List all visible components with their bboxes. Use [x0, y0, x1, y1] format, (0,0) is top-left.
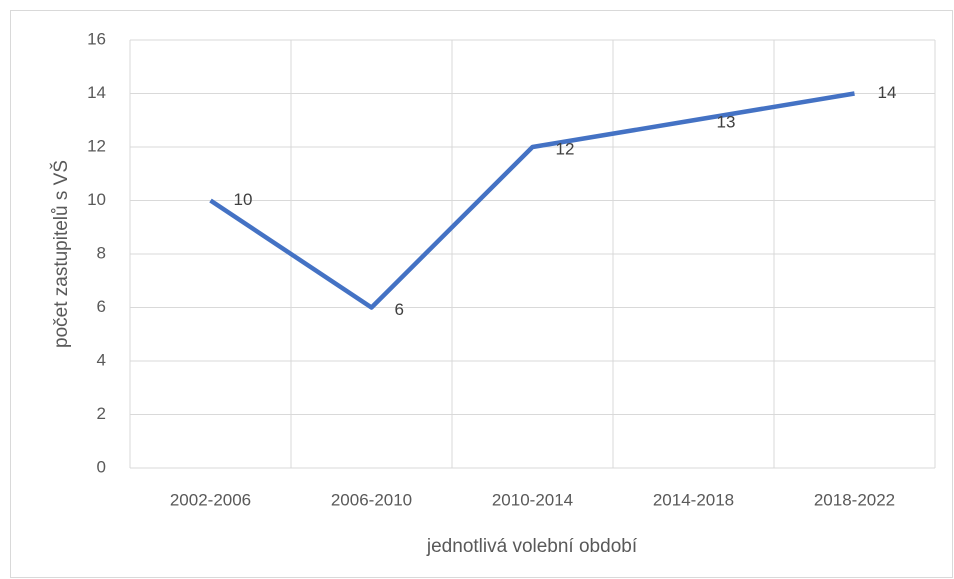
x-axis-label: jednotlivá volební období [426, 536, 638, 557]
line [209, 91, 855, 310]
y-tick-label: 4 [97, 350, 106, 369]
data-label: 12 [556, 139, 575, 158]
x-tick-label: 2014-2018 [653, 490, 734, 509]
chart-frame [10, 10, 953, 578]
x-tick-label: 2018-2022 [814, 490, 895, 509]
y-tick-label: 12 [87, 136, 106, 155]
y-axis-label: počet zastupitelů s VŠ [50, 160, 72, 348]
y-tick-label: 8 [97, 243, 106, 262]
y-tick-label: 6 [97, 297, 106, 316]
data-label: 13 [717, 113, 736, 132]
x-tick-label: 2010-2014 [492, 490, 573, 509]
y-tick-label: 2 [97, 404, 106, 423]
y-tick-label: 0 [97, 457, 106, 476]
x-tick-label: 2002-2006 [170, 490, 251, 509]
data-label: 14 [878, 83, 897, 102]
y-tick-label: 16 [87, 29, 106, 48]
data-label: 10 [234, 190, 253, 209]
data-label: 6 [395, 300, 404, 319]
y-tick-label: 14 [87, 83, 106, 102]
x-tick-label: 2006-2010 [331, 490, 412, 509]
y-tick-label: 10 [87, 190, 106, 209]
